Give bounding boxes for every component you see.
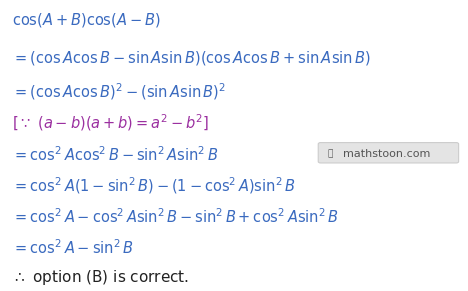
Text: $=\cos^2 A(1-\sin^2 B)-(1-\cos^2 A)\sin^2 B$: $=\cos^2 A(1-\sin^2 B)-(1-\cos^2 A)\sin^…	[12, 175, 295, 196]
Text: $=\cos^2 A\cos^2 B - \sin^2 A\sin^2 B$: $=\cos^2 A\cos^2 B - \sin^2 A\sin^2 B$	[12, 146, 218, 164]
Text: $\therefore$ option (B) is correct.: $\therefore$ option (B) is correct.	[12, 267, 189, 287]
Text: 🔒: 🔒	[328, 149, 333, 158]
Text: mathstoon.com: mathstoon.com	[343, 149, 431, 159]
Text: $=\cos^2 A - \cos^2 A\sin^2 B - \sin^2 B + \cos^2 A\sin^2 B$: $=\cos^2 A - \cos^2 A\sin^2 B - \sin^2 B…	[12, 207, 338, 226]
Text: $[\because\ (a-b)(a+b) = a^2 - b^2]$: $[\because\ (a-b)(a+b) = a^2 - b^2]$	[12, 112, 209, 133]
FancyBboxPatch shape	[318, 143, 459, 163]
Text: $\cos(A+B)\cos(A-B)$: $\cos(A+B)\cos(A-B)$	[12, 11, 161, 29]
Text: $=(\cos A\cos B - \sin A\sin B)(\cos A\cos B + \sin A\sin B)$: $=(\cos A\cos B - \sin A\sin B)(\cos A\c…	[12, 49, 371, 67]
Text: $=(\cos A\cos B)^2 - (\sin A\sin B)^2$: $=(\cos A\cos B)^2 - (\sin A\sin B)^2$	[12, 81, 226, 102]
Text: $=\cos^2 A - \sin^2 B$: $=\cos^2 A - \sin^2 B$	[12, 238, 133, 257]
